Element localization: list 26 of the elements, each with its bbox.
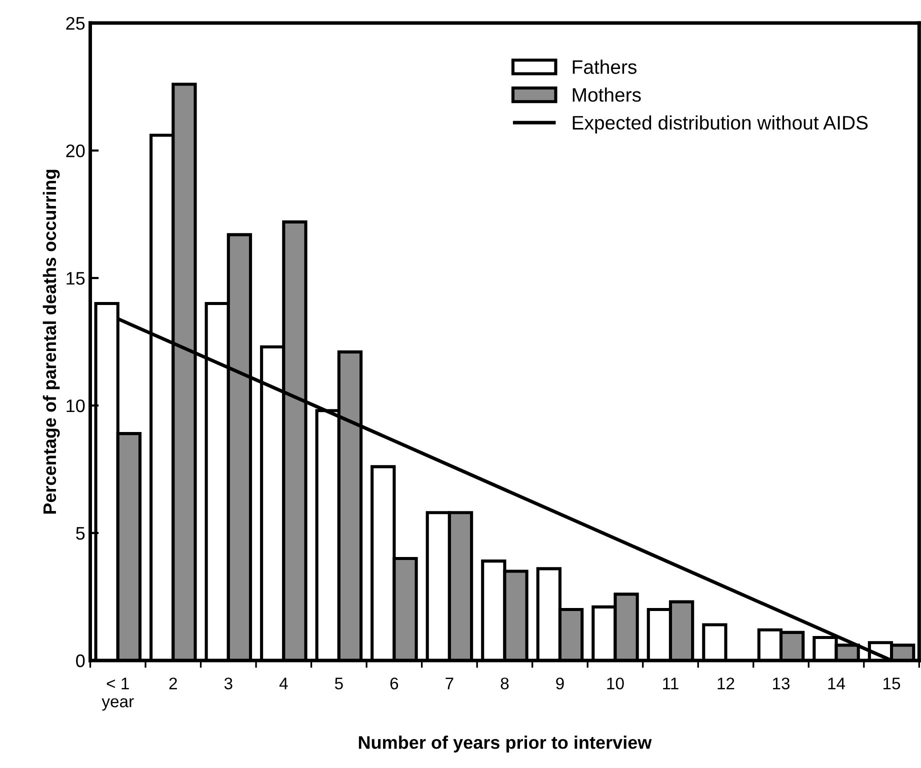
x-tick-label: 10 [607, 678, 624, 690]
x-tick-label: 6 [390, 678, 398, 690]
x-tick-label: 15 [884, 678, 900, 690]
x-tick-label: 5 [334, 678, 343, 690]
y-tick-label: 20 [66, 144, 85, 158]
x-tick-label: 13 [773, 678, 790, 690]
legend-label: Fathers [572, 60, 636, 74]
y-tick-label: 25 [66, 16, 85, 30]
y-tick-label: 5 [76, 527, 85, 540]
x-tick-label: 9 [556, 678, 564, 690]
x-tick-label: 7 [446, 678, 454, 690]
y-axis-title: Percentage of parental deaths occurring [42, 170, 60, 514]
y-tick-label: 15 [66, 272, 85, 285]
x-tick-label: 11 [663, 678, 678, 690]
legend-label: Mothers [572, 88, 641, 102]
x-tick-label: 4 [279, 678, 288, 690]
x-tick-label: 2 [169, 678, 177, 690]
x-tick-label: < 1 year [102, 678, 134, 711]
x-tick-label: 3 [224, 678, 232, 690]
x-tick-label: 14 [828, 678, 846, 690]
legend-label: Expected distribution without AIDS [572, 115, 868, 134]
y-tick-label: 10 [66, 399, 85, 412]
y-tick-label: 0 [76, 654, 85, 668]
x-tick-label: 12 [718, 678, 734, 690]
x-tick-label: 8 [500, 678, 509, 690]
x-axis-title: Number of years prior to interview [358, 736, 652, 752]
